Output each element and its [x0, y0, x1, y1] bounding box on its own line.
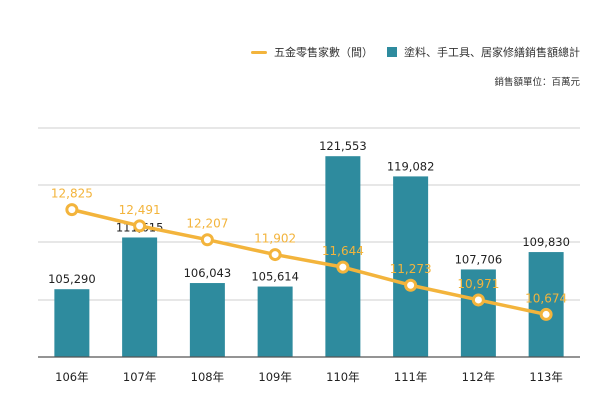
x-tick-label: 111年: [394, 370, 427, 384]
line-point-5: [336, 260, 350, 274]
line-point-7: [471, 293, 485, 307]
line-value-label: 11,902: [254, 232, 296, 246]
legend-bar-label: 塗料、手工具、居家修繕銷售額總計: [404, 46, 580, 59]
bar-value-label: 109,830: [522, 235, 570, 249]
legend-bar-swatch: [387, 47, 397, 57]
line-value-label: 11,273: [390, 262, 432, 276]
x-tick-label: 110年: [326, 370, 359, 384]
bar-2: [122, 237, 158, 357]
line-value-label: 11,644: [322, 244, 364, 258]
line-value-label: 12,825: [51, 187, 93, 201]
legend-line-label: 五金零售家數（間）: [274, 46, 373, 59]
line-series: [70, 207, 548, 317]
x-tick-label: 113年: [529, 370, 562, 384]
bar-7: [460, 269, 496, 357]
x-tick-label: 108年: [191, 370, 224, 384]
line-point-6: [404, 278, 418, 292]
bar-1: [54, 289, 90, 357]
line-value-label: 12,491: [119, 203, 161, 217]
bar-value-label: 119,082: [387, 159, 435, 173]
x-tick-label: 106年: [55, 370, 88, 384]
legend-item-bar: 塗料、手工具、居家修繕銷售額總計: [387, 44, 580, 60]
bar-value-label: 106,043: [184, 266, 232, 280]
legend-line-swatch: [251, 50, 267, 54]
x-tick-label: 107年: [123, 370, 156, 384]
legend-item-line: 五金零售家數（間）: [251, 44, 373, 60]
bar-value-label: 105,290: [48, 272, 96, 286]
bar-value-label: 105,614: [251, 270, 299, 284]
line-point-2: [133, 219, 147, 233]
line-value-label: 10,971: [457, 277, 499, 291]
line-value-label: 10,674: [525, 291, 567, 305]
bar-8: [528, 252, 564, 357]
bar-5: [325, 156, 361, 357]
x-tick-label: 112年: [462, 370, 495, 384]
line-point-1: [65, 203, 79, 217]
bar-value-label: 107,706: [455, 252, 503, 266]
bar-6: [393, 176, 429, 357]
unit-note: 銷售額單位：百萬元: [494, 77, 580, 88]
legend: 五金零售家數（間） 塗料、手工具、居家修繕銷售額總計: [251, 44, 580, 60]
bar-3: [189, 283, 225, 357]
bar-value-label: 121,553: [319, 139, 367, 153]
line-point-4: [268, 248, 282, 262]
x-tick-label: 109年: [258, 370, 291, 384]
line-point-8: [539, 307, 553, 321]
line-point-3: [200, 233, 214, 247]
line-value-label: 12,207: [186, 217, 228, 231]
bar-4: [257, 286, 293, 357]
